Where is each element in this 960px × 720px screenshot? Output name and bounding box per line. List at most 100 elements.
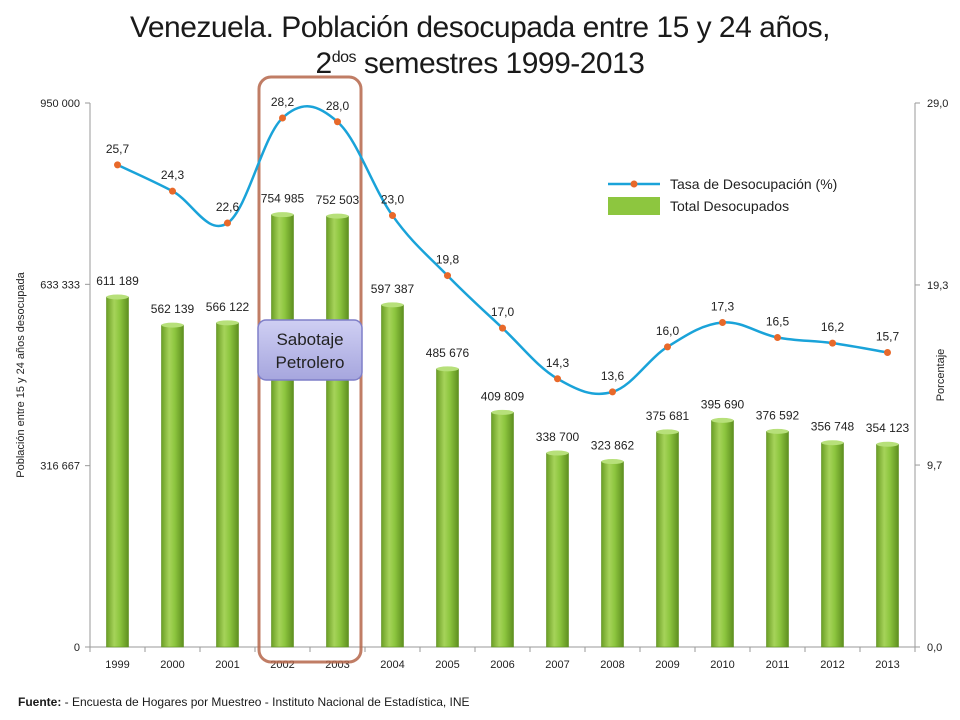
bar-cap <box>491 409 514 415</box>
bar-2001 <box>216 322 239 648</box>
bar-value-label: 375 681 <box>646 409 690 423</box>
x-tick-label: 1999 <box>105 659 129 671</box>
bar-value-label: 323 862 <box>591 439 635 453</box>
rate-point-2000 <box>169 187 176 195</box>
rate-point-2008 <box>609 388 616 396</box>
bar-2012 <box>821 442 844 648</box>
y-tick-label-right: 29,0 <box>927 98 948 110</box>
title-line-1: Venezuela. Población desocupada entre 15… <box>129 11 831 44</box>
y-tick-label-left: 633 333 <box>40 279 80 291</box>
rate-point-2002 <box>279 114 286 122</box>
rate-value-label: 19,8 <box>436 253 460 267</box>
bar-value-label: 356 748 <box>811 420 855 434</box>
bar-value-label: 354 123 <box>866 421 910 435</box>
rate-line <box>116 105 888 396</box>
bar-value-label: 562 139 <box>151 302 195 316</box>
x-tick-label: 2006 <box>490 659 514 671</box>
bar-2003 <box>326 215 349 648</box>
x-tick-label: 2001 <box>215 659 239 671</box>
bar-2007 <box>546 452 569 648</box>
x-tick-label: 2004 <box>380 659 404 671</box>
bar-value-label: 752 503 <box>316 193 360 207</box>
bar-2008 <box>601 461 624 648</box>
rate-value-label: 16,0 <box>656 324 680 338</box>
rate-value-label: 13,6 <box>601 369 625 383</box>
bar-cap <box>216 320 239 326</box>
bar-cap <box>711 417 734 423</box>
callout-line-2: Petrolero <box>276 353 345 372</box>
rate-point-2007 <box>554 375 561 383</box>
rate-point-2005 <box>444 272 451 280</box>
bar-2005 <box>436 368 459 648</box>
bar-cap <box>271 212 294 218</box>
rate-value-label: 17,0 <box>491 305 515 319</box>
chart-title: Venezuela. Población desocupada entre 15… <box>0 10 960 82</box>
x-tick-label: 2007 <box>545 659 569 671</box>
bar-2006 <box>491 412 514 648</box>
bar-2000 <box>161 324 184 648</box>
bar-cap <box>876 441 899 447</box>
bar-value-label: 611 189 <box>96 274 139 288</box>
bar-2002 <box>271 214 294 648</box>
rate-value-label: 28,2 <box>271 95 295 109</box>
y-tick-label-left: 950 000 <box>40 98 80 110</box>
bar-2011 <box>766 431 789 648</box>
x-tick-label: 2008 <box>600 659 624 671</box>
bar-value-label: 597 387 <box>371 282 415 296</box>
rate-value-label: 28,0 <box>326 99 350 113</box>
rate-point-2004 <box>389 212 396 220</box>
rate-point-2003 <box>334 118 341 126</box>
rate-value-label: 24,3 <box>161 168 185 182</box>
bar-cap <box>381 302 404 308</box>
title-line-2: 2dos semestres 1999-2013 <box>315 47 645 80</box>
rate-point-2006 <box>499 324 506 332</box>
bar-cap <box>436 366 459 372</box>
rate-value-label: 23,0 <box>381 193 405 207</box>
bar-cap <box>766 428 789 434</box>
sabotaje-callout <box>257 319 363 381</box>
rate-value-label: 14,3 <box>546 356 570 370</box>
bar-cap <box>326 213 349 219</box>
x-tick-label: 2011 <box>766 659 790 671</box>
legend-label-rate: Tasa de Desocupación (%) <box>670 176 837 192</box>
rate-point-2013 <box>884 348 891 356</box>
bar-2013 <box>876 443 899 648</box>
bar-cap <box>161 322 184 328</box>
legend-bar-swatch <box>608 197 660 215</box>
y-tick-label-right: 9,7 <box>927 460 942 472</box>
rate-value-label: 16,2 <box>821 320 845 334</box>
bar-value-label: 376 592 <box>756 408 800 422</box>
rate-point-1999 <box>114 161 121 169</box>
rate-point-2010 <box>719 318 726 326</box>
source-label: Fuente: <box>18 695 62 709</box>
source-text: - Encuesta de Hogares por Muestreo - Ins… <box>61 695 470 709</box>
bar-cap <box>106 294 129 300</box>
y-tick-label-right: 0,0 <box>927 642 942 654</box>
rate-point-2009 <box>664 343 671 351</box>
rate-point-2001 <box>224 219 231 227</box>
bar-2004 <box>381 304 404 648</box>
bar-value-label: 485 676 <box>426 346 470 360</box>
x-tick-label: 2005 <box>435 659 459 671</box>
bar-value-label: 338 700 <box>536 430 580 444</box>
x-tick-label: 2000 <box>160 659 184 671</box>
rate-value-label: 22,6 <box>216 200 240 214</box>
x-tick-label: 2009 <box>655 659 679 671</box>
bar-2010 <box>711 420 734 648</box>
rate-point-2011 <box>774 333 781 341</box>
bar-cap <box>601 459 624 465</box>
bar-value-label: 754 985 <box>261 192 305 206</box>
rate-value-label: 16,5 <box>766 314 790 328</box>
y-axis-label-right: Porcentaje <box>935 349 947 402</box>
x-tick-label: 2010 <box>710 659 734 671</box>
legend-label-total: Total Desocupados <box>670 198 789 214</box>
legend-marker-swatch <box>630 180 638 188</box>
bar-cap <box>546 450 569 456</box>
bar-value-label: 395 690 <box>701 397 745 411</box>
rate-value-label: 17,3 <box>711 299 735 313</box>
bar-1999 <box>106 296 129 648</box>
x-tick-label: 2012 <box>820 659 844 671</box>
y-axis-label-left: Población entre 15 y 24 años desocupada <box>15 271 27 477</box>
rate-value-label: 25,7 <box>106 142 130 156</box>
bar-cap <box>821 440 844 446</box>
